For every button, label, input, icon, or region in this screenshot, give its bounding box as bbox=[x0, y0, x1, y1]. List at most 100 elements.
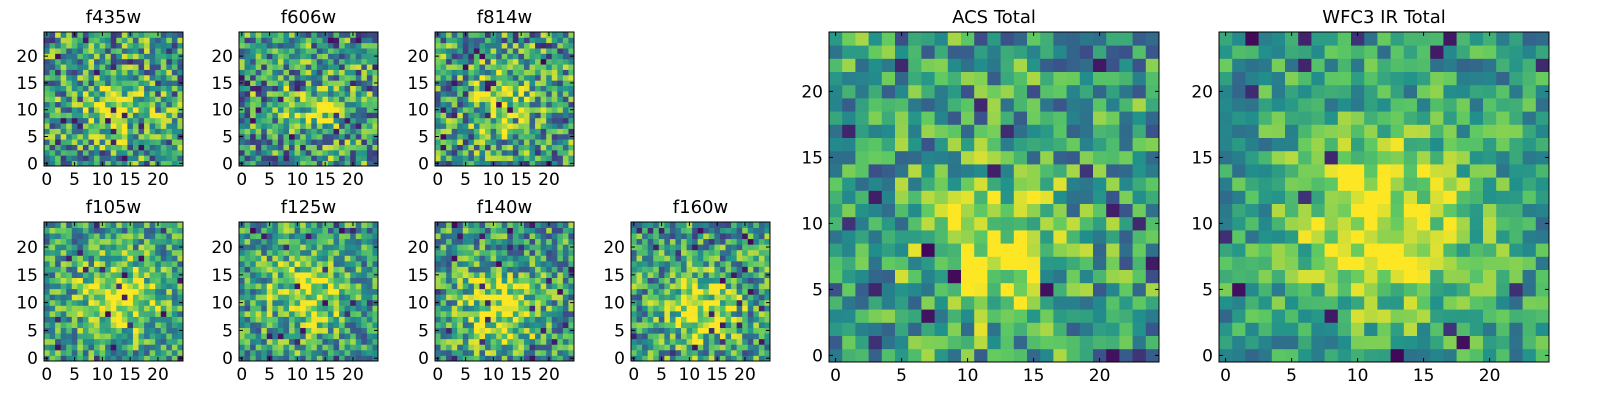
heatmap-cell bbox=[457, 69, 464, 76]
heatmap-cell bbox=[244, 233, 251, 240]
heatmap-cell bbox=[372, 255, 379, 262]
heatmap-cell bbox=[518, 69, 525, 76]
heatmap-cell bbox=[71, 85, 78, 92]
heatmap-cell bbox=[305, 227, 312, 234]
heatmap-cell bbox=[344, 117, 351, 124]
heatmap-cell bbox=[244, 80, 251, 86]
heatmap-cell bbox=[535, 128, 542, 135]
heatmap-cell bbox=[155, 266, 162, 273]
heatmap-cell bbox=[283, 316, 290, 323]
heatmap-cell bbox=[507, 222, 514, 228]
heatmap-cell bbox=[283, 101, 290, 108]
heatmap-cell bbox=[322, 310, 329, 317]
heatmap-cell bbox=[138, 288, 145, 295]
heatmap-cell bbox=[1053, 348, 1067, 363]
heatmap-cell bbox=[66, 112, 73, 119]
heatmap-cell bbox=[71, 299, 78, 306]
heatmap-cell bbox=[94, 272, 100, 278]
heatmap-cell bbox=[44, 117, 50, 124]
heatmap-cell bbox=[138, 160, 145, 167]
heatmap-cell bbox=[961, 164, 975, 178]
heatmap-cell bbox=[138, 294, 145, 301]
heatmap-cell bbox=[490, 117, 497, 124]
heatmap-cell bbox=[149, 227, 156, 234]
heatmap-cell bbox=[708, 244, 715, 251]
heatmap-cell bbox=[66, 222, 73, 228]
heatmap-cell bbox=[562, 249, 569, 256]
heatmap-cell bbox=[462, 112, 469, 119]
heatmap-cell bbox=[132, 266, 139, 273]
heatmap-cell bbox=[250, 288, 257, 295]
heatmap-cell bbox=[77, 117, 84, 124]
heatmap-cell bbox=[333, 305, 340, 312]
heatmap-cell bbox=[507, 37, 514, 44]
heatmap-cell bbox=[294, 338, 301, 345]
heatmap-cell bbox=[82, 227, 89, 234]
heatmap-cell bbox=[692, 288, 699, 295]
heatmap-cell bbox=[501, 310, 508, 317]
heatmap-cell bbox=[121, 305, 128, 312]
heatmap-cell bbox=[60, 283, 67, 290]
heatmap-cell bbox=[261, 80, 268, 86]
heatmap-cell bbox=[535, 222, 542, 228]
heatmap-cell bbox=[272, 123, 279, 129]
heatmap-cell bbox=[451, 144, 458, 151]
heatmap-cell bbox=[71, 260, 78, 267]
heatmap-cell bbox=[473, 294, 480, 301]
heatmap-cell bbox=[66, 238, 73, 245]
heatmap-cell bbox=[934, 269, 949, 284]
heatmap-cell bbox=[294, 42, 301, 49]
heatmap-cell bbox=[546, 244, 553, 251]
heatmap-cell bbox=[647, 249, 654, 256]
heatmap-cell bbox=[523, 117, 530, 124]
heatmap-cell bbox=[160, 144, 167, 151]
heatmap-cell bbox=[921, 243, 935, 257]
heatmap-cell bbox=[708, 233, 715, 240]
heatmap-cell bbox=[60, 58, 67, 65]
heatmap-cell bbox=[647, 310, 654, 317]
heatmap-cell bbox=[372, 112, 379, 119]
heatmap-cell bbox=[155, 327, 162, 334]
heatmap-cell bbox=[562, 128, 569, 135]
heatmap-cell bbox=[239, 227, 245, 234]
heatmap-cell bbox=[546, 133, 553, 140]
heatmap-cell bbox=[171, 117, 178, 124]
heatmap-cell bbox=[94, 238, 100, 245]
heatmap-cell bbox=[116, 222, 123, 228]
heatmap-cell bbox=[664, 305, 671, 312]
heatmap-cell bbox=[540, 144, 547, 151]
heatmap-cell bbox=[110, 255, 117, 262]
heatmap-cell bbox=[855, 269, 869, 284]
heatmap-cell bbox=[166, 333, 173, 340]
heatmap-cell bbox=[311, 327, 318, 334]
heatmap-cell bbox=[277, 310, 284, 317]
heatmap-cell bbox=[60, 144, 67, 151]
heatmap-cell bbox=[327, 294, 334, 301]
heatmap-cell bbox=[681, 305, 687, 312]
heatmap-cell bbox=[339, 90, 346, 97]
heatmap-cell bbox=[82, 37, 89, 44]
heatmap-cell bbox=[239, 294, 245, 301]
heatmap-cell bbox=[485, 160, 491, 167]
heatmap-cell bbox=[507, 333, 514, 340]
heatmap-cell bbox=[166, 244, 173, 251]
heatmap-cell bbox=[77, 133, 84, 140]
heatmap-cell bbox=[116, 160, 123, 167]
heatmap-cell bbox=[149, 299, 156, 306]
heatmap-cell bbox=[562, 74, 569, 81]
heatmap-cell bbox=[155, 69, 162, 76]
heatmap-cell bbox=[725, 322, 732, 329]
heatmap-cell bbox=[116, 117, 123, 124]
heatmap-cell bbox=[71, 74, 78, 81]
heatmap-cell bbox=[149, 42, 156, 49]
heatmap-cell bbox=[82, 58, 89, 65]
heatmap-cell bbox=[244, 305, 251, 312]
heatmap-cell bbox=[333, 69, 340, 76]
heatmap-cell bbox=[1013, 256, 1028, 270]
heatmap-cell bbox=[71, 155, 78, 162]
heatmap-cell bbox=[350, 322, 357, 329]
heatmap-cell bbox=[1000, 216, 1015, 231]
heatmap-cell bbox=[160, 244, 167, 251]
heatmap-cell bbox=[239, 344, 245, 351]
heatmap-cell bbox=[947, 164, 962, 178]
